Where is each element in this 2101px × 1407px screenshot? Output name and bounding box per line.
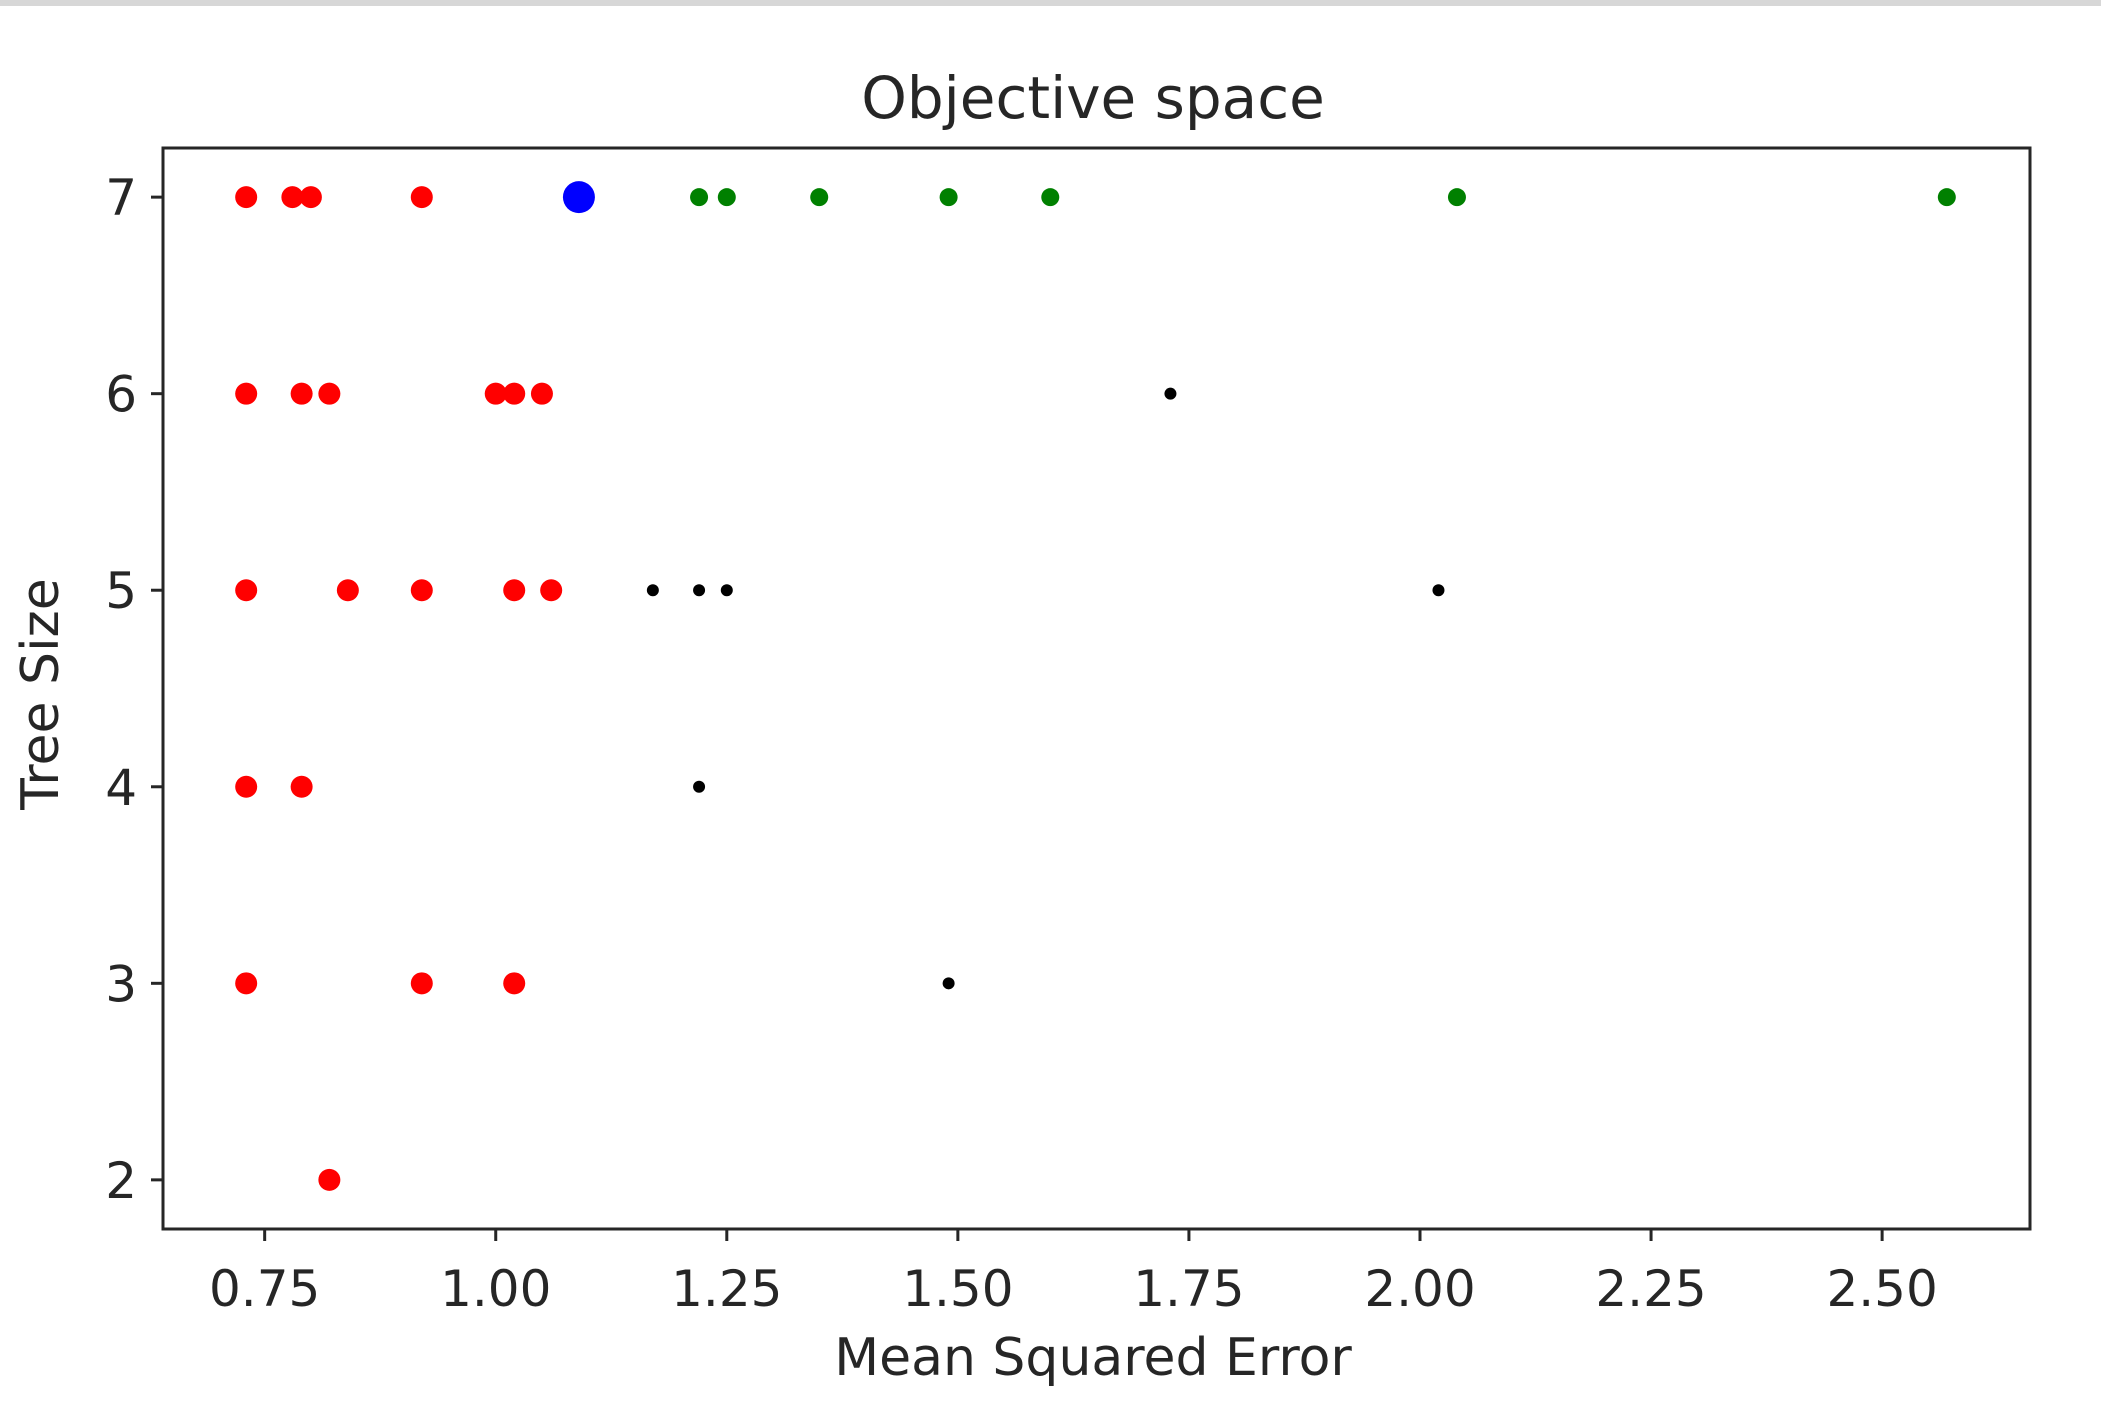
window-top-border [0, 0, 2101, 6]
scatter-point-red [235, 972, 258, 995]
x-tick-label: 2.00 [1364, 1260, 1475, 1318]
scatter-point-red [281, 186, 304, 209]
x-tick-label: 2.50 [1826, 1260, 1937, 1318]
y-tick-label: 2 [105, 1152, 137, 1210]
chart-title: Objective space [861, 64, 1325, 132]
plot-frame [161, 146, 2032, 1231]
scatter-point-red [503, 579, 526, 602]
y-tick-label: 4 [105, 759, 137, 817]
scatter-point-green [717, 188, 736, 207]
scatter-point-red [318, 382, 341, 405]
scatter-point-black [646, 584, 659, 597]
scatter-point-black [1164, 387, 1177, 400]
y-tick-label: 3 [105, 955, 137, 1013]
x-tick-label: 2.25 [1595, 1260, 1706, 1318]
scatter-point-red [235, 186, 258, 209]
scatter-point-green [1937, 188, 1956, 207]
scatter-point-red [290, 382, 313, 405]
x-tick-label: 1.75 [1133, 1260, 1244, 1318]
scatter-point-red [540, 579, 563, 602]
scatter-point-red [235, 775, 258, 798]
x-axis-ticks: 0.75 1.00 1.25 1.50 1.75 2.00 2.25 2.50 [209, 1229, 1938, 1318]
scatter-point-green [810, 188, 829, 207]
scatter-point-red [336, 579, 359, 602]
y-tick-label: 6 [105, 366, 137, 424]
scatter-point-green [690, 188, 709, 207]
x-tick-label: 1.25 [671, 1260, 782, 1318]
scatter-point-red [318, 1168, 341, 1191]
scatter-point-blue [562, 181, 595, 214]
scatter-point-black [693, 584, 706, 597]
scatter-point-green [1041, 188, 1060, 207]
scatter-point-red [299, 186, 322, 209]
plot-marks [235, 181, 1956, 1191]
scatter-point-black [720, 584, 733, 597]
scatter-point-red [503, 972, 526, 995]
x-tick-label: 0.75 [209, 1260, 320, 1318]
x-axis-label: Mean Squared Error [834, 1328, 1352, 1388]
y-axis-ticks: 2 3 4 5 6 7 [105, 169, 163, 1210]
scatter-point-green [1447, 188, 1466, 207]
scatter-point-black [693, 780, 706, 793]
scatter-point-red [530, 382, 553, 405]
scatter-point-red [503, 382, 526, 405]
scatter-point-green [939, 188, 958, 207]
y-axis-label: Tree Size [11, 578, 71, 811]
scatter-point-black [1432, 584, 1445, 597]
scatter-point-red [235, 382, 258, 405]
x-tick-label: 1.50 [902, 1260, 1013, 1318]
scatter-point-red [410, 579, 433, 602]
scatter-point-red [410, 972, 433, 995]
x-tick-label: 1.00 [440, 1260, 551, 1318]
scatter-point-red [290, 775, 313, 798]
scatter-point-red [235, 579, 258, 602]
scatter-point-black [942, 977, 955, 990]
y-tick-label: 7 [105, 169, 137, 227]
scatter-point-red [410, 186, 433, 209]
y-tick-label: 5 [105, 562, 137, 620]
scatter-point-red [484, 382, 507, 405]
